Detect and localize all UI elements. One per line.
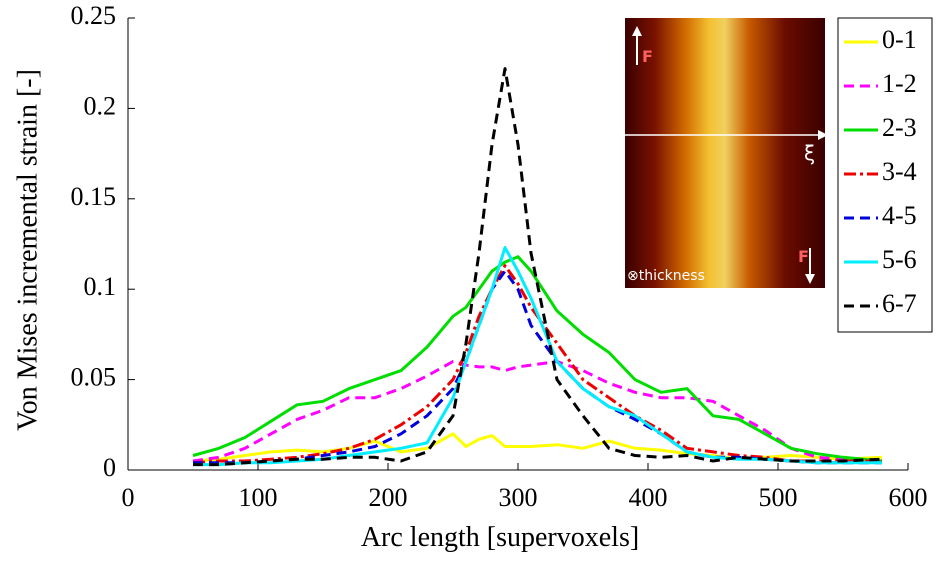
x-tick-label: 0 — [122, 483, 135, 512]
y-tick-label: 0.15 — [71, 182, 117, 211]
x-tick-label: 200 — [369, 483, 408, 512]
inset-label: ξ — [804, 141, 815, 165]
inset-label: F — [642, 47, 653, 66]
x-tick-label: 600 — [889, 483, 928, 512]
series-line — [192, 264, 882, 465]
y-tick-label: 0.25 — [71, 1, 117, 30]
y-tick-label: 0.1 — [84, 272, 117, 301]
y-tick-label: 0.05 — [71, 363, 117, 392]
series-line — [193, 67, 883, 467]
arrowhead — [818, 130, 828, 140]
y-tick-label: 0.2 — [84, 91, 117, 120]
inset-label: F — [798, 247, 809, 266]
x-axis-label: Arc length [supervoxels] — [361, 522, 639, 553]
legend-label: 3-4 — [882, 157, 917, 186]
legend-label: 2-3 — [882, 113, 917, 142]
legend-label: 4-5 — [882, 201, 917, 230]
inset-label: ⊗thickness — [627, 268, 705, 284]
legend-label: 5-6 — [882, 245, 917, 274]
legend-label: 6-7 — [882, 289, 917, 318]
y-axis-label: Von Mises incremental strain [-] — [12, 69, 43, 431]
arrowhead — [632, 26, 642, 36]
x-tick-label: 100 — [239, 483, 278, 512]
x-tick-label: 400 — [629, 483, 668, 512]
inset-heatmap — [625, 18, 825, 288]
inset-image: F ξ F ⊗thickness — [625, 18, 828, 288]
legend-label: 0-1 — [882, 25, 917, 54]
series-line — [192, 360, 883, 463]
legend-label: 1-2 — [882, 69, 917, 98]
y-tick-label: 0 — [103, 453, 116, 482]
x-tick-label: 300 — [499, 483, 538, 512]
arrowhead — [805, 274, 815, 284]
series-line — [193, 269, 882, 465]
series-line — [193, 246, 882, 467]
x-tick-label: 500 — [759, 483, 798, 512]
